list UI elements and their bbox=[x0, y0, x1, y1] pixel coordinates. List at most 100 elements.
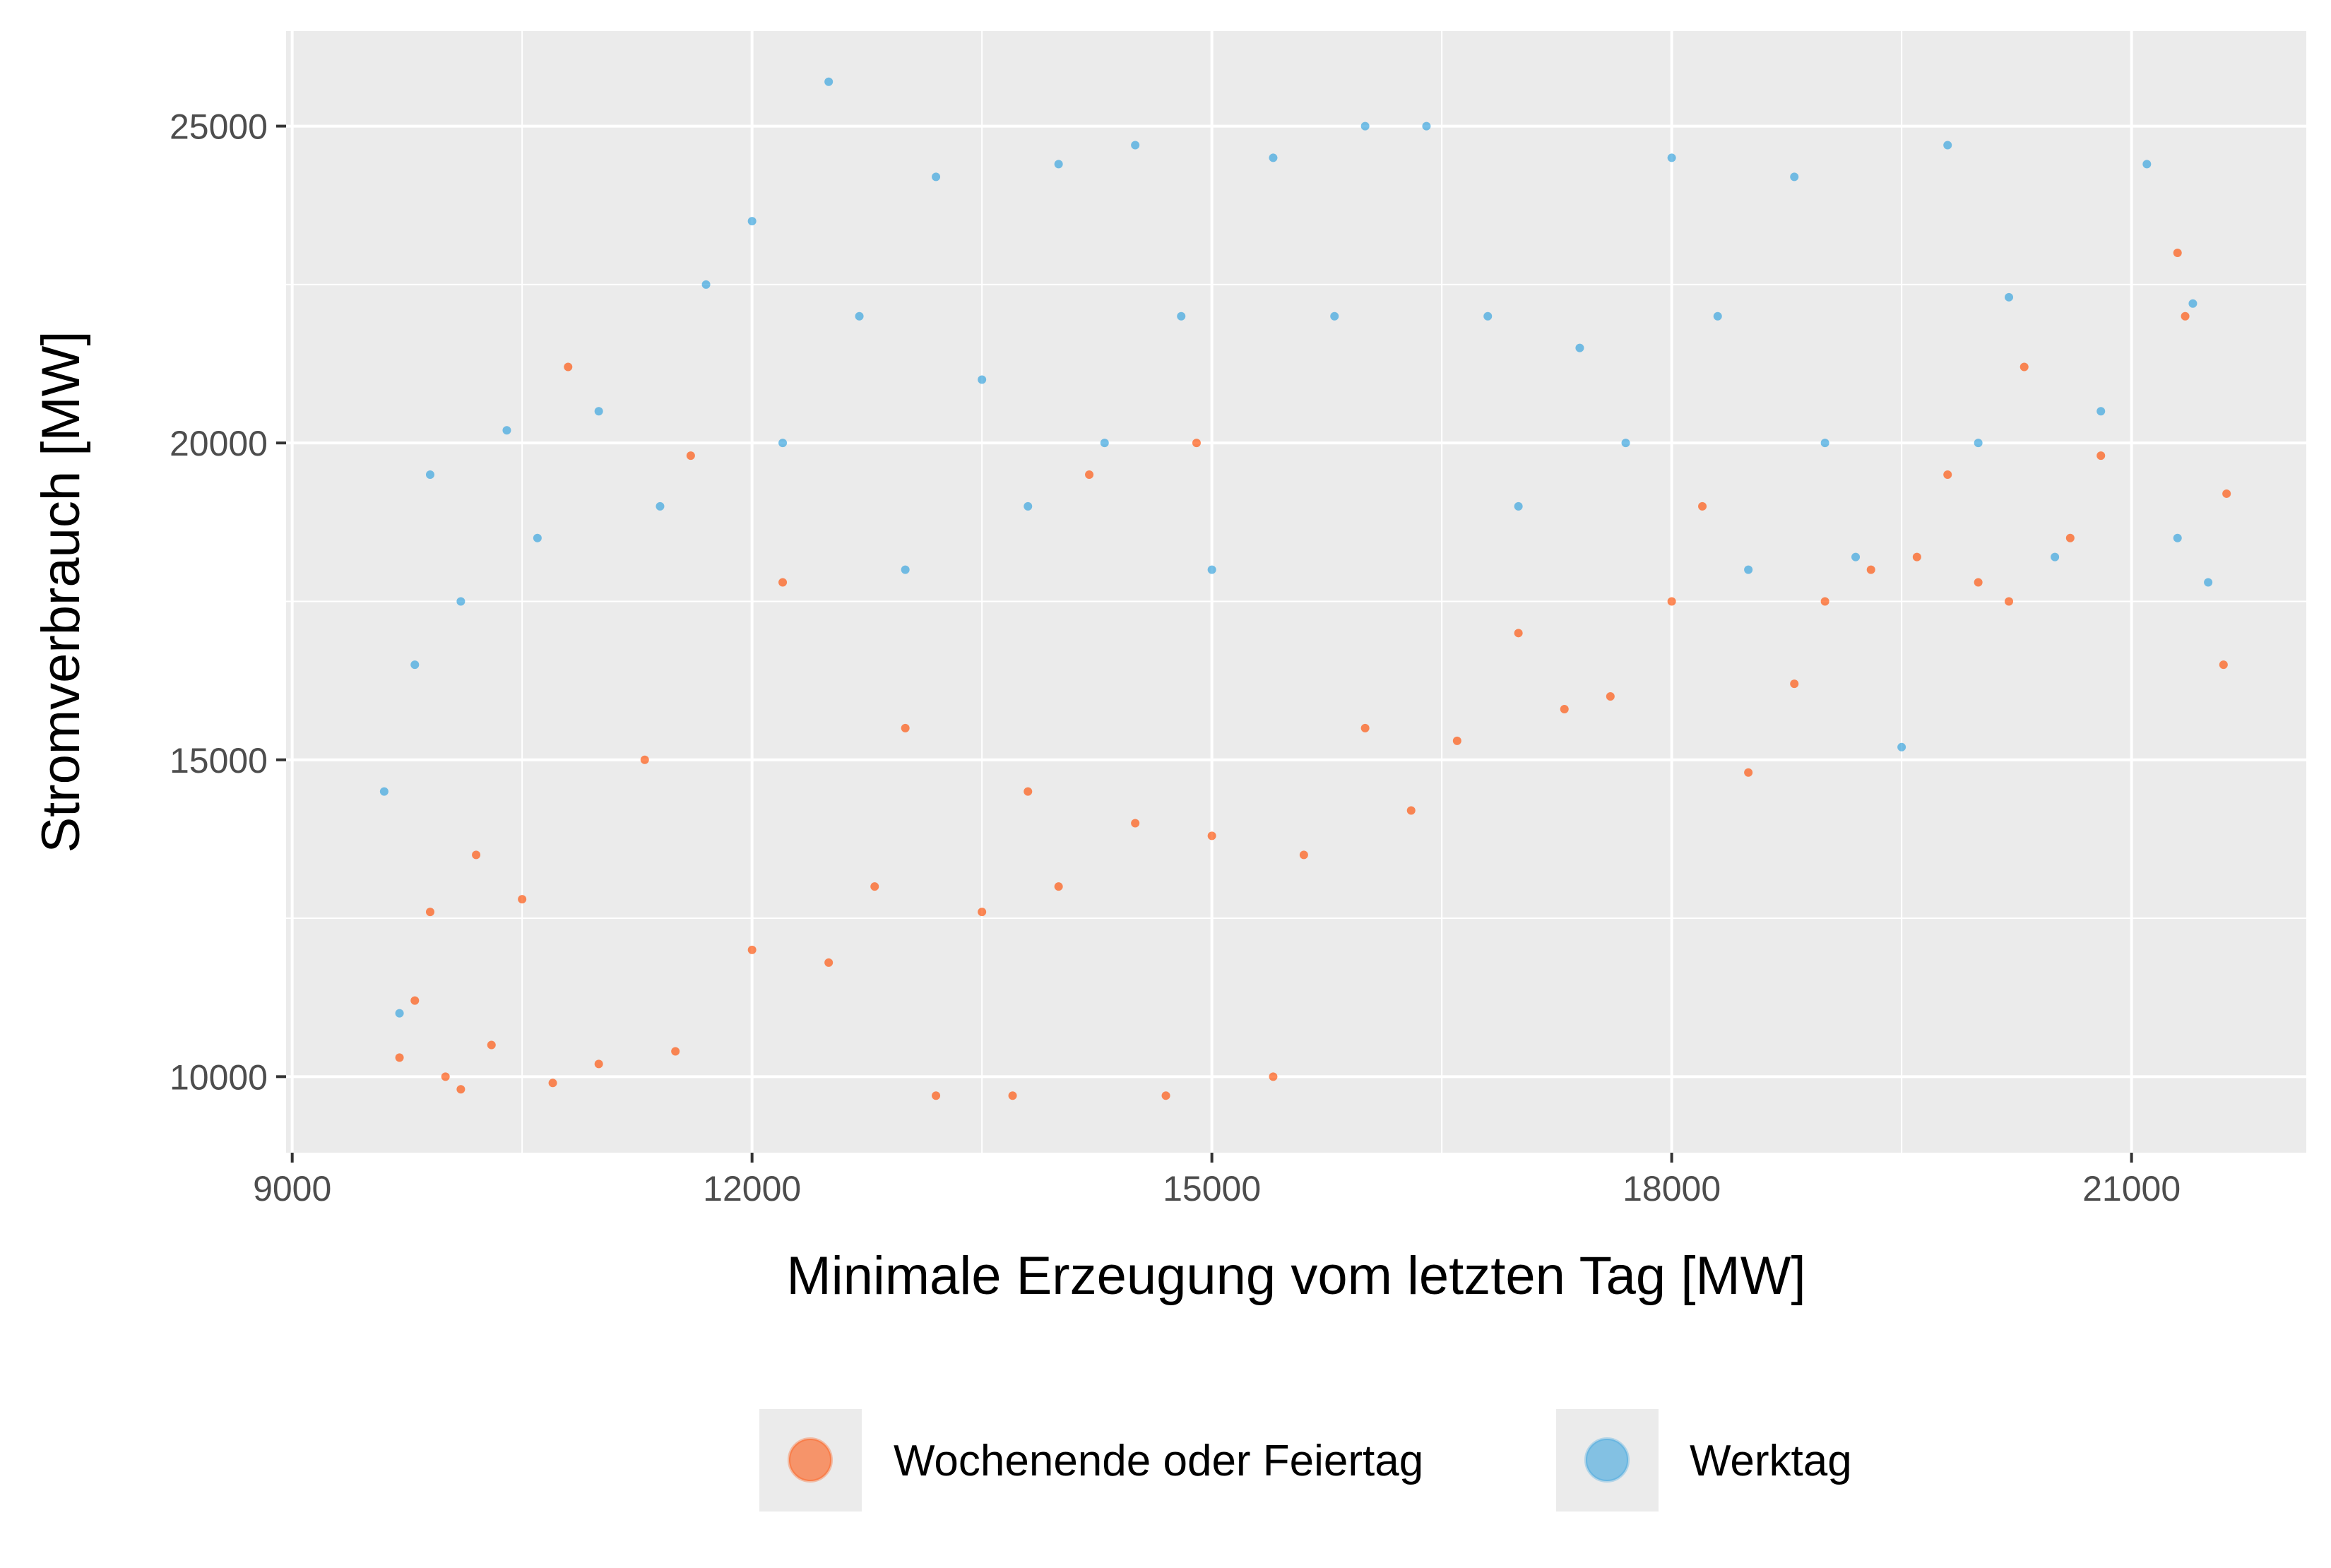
data-point bbox=[1820, 439, 1829, 448]
data-point bbox=[978, 375, 987, 384]
data-point bbox=[425, 908, 434, 917]
data-point bbox=[1024, 787, 1033, 796]
data-point bbox=[533, 533, 542, 542]
data-point bbox=[1514, 501, 1523, 511]
data-point bbox=[1790, 679, 1799, 689]
data-point bbox=[778, 439, 788, 448]
data-point bbox=[1514, 629, 1523, 638]
data-point bbox=[1085, 470, 1094, 480]
series-points bbox=[395, 249, 2231, 1100]
x-axis-title: Minimale Erzeugung vom letzten Tag [MW] bbox=[786, 1246, 1805, 1306]
data-point bbox=[441, 1072, 450, 1081]
data-point bbox=[1974, 578, 1983, 587]
legend-swatch-weekend bbox=[788, 1437, 833, 1483]
legend-label-workday: Werktag bbox=[1690, 1437, 1852, 1485]
data-point bbox=[870, 882, 879, 891]
legend-swatch-workday bbox=[1584, 1437, 1630, 1483]
data-point bbox=[901, 723, 910, 732]
data-point bbox=[502, 426, 511, 435]
data-point bbox=[1974, 439, 1983, 448]
x-tick-label: 15000 bbox=[1163, 1169, 1261, 1208]
x-tick-label: 9000 bbox=[253, 1169, 331, 1208]
data-point bbox=[1422, 121, 1431, 131]
y-axis-title: Stromverbrauch [MW] bbox=[31, 331, 91, 853]
data-point bbox=[778, 578, 788, 587]
data-point bbox=[2188, 299, 2197, 308]
data-point bbox=[2051, 552, 2060, 562]
data-point bbox=[1024, 501, 1033, 511]
data-point bbox=[1207, 831, 1216, 841]
data-point bbox=[1360, 723, 1370, 732]
data-point bbox=[379, 787, 389, 796]
data-point bbox=[1912, 552, 1921, 562]
data-point bbox=[456, 1085, 465, 1094]
data-point bbox=[1897, 742, 1906, 752]
data-point bbox=[395, 1009, 404, 1018]
data-point bbox=[487, 1040, 496, 1050]
data-point bbox=[1269, 1072, 1278, 1081]
data-point bbox=[1100, 439, 1109, 448]
data-point bbox=[932, 172, 941, 182]
y-tick-label: 10000 bbox=[170, 1057, 268, 1097]
major-grid bbox=[286, 31, 2306, 1153]
data-point bbox=[1698, 501, 1707, 511]
data-point bbox=[594, 1059, 603, 1069]
data-point bbox=[824, 958, 834, 967]
data-point bbox=[2204, 578, 2213, 587]
data-point bbox=[1406, 806, 1416, 815]
legend: Wochenende oder Feiertag Werktag bbox=[759, 1409, 1852, 1511]
data-point bbox=[410, 660, 420, 670]
data-point bbox=[1621, 439, 1630, 448]
data-point bbox=[410, 996, 420, 1005]
data-point bbox=[2173, 249, 2182, 258]
data-point bbox=[1192, 439, 1201, 448]
data-point bbox=[2219, 660, 2228, 670]
data-point bbox=[2181, 311, 2190, 321]
data-point bbox=[686, 451, 695, 461]
data-point bbox=[2173, 533, 2182, 542]
data-point bbox=[2065, 533, 2075, 542]
data-point bbox=[978, 908, 987, 917]
minor-grid bbox=[286, 31, 2306, 1153]
data-point bbox=[2096, 407, 2106, 416]
data-point bbox=[671, 1047, 680, 1056]
data-point bbox=[2019, 362, 2029, 372]
x-tick-label: 18000 bbox=[1623, 1169, 1721, 1208]
data-point bbox=[425, 470, 434, 480]
data-point bbox=[1452, 736, 1461, 745]
y-tick-label: 15000 bbox=[170, 741, 268, 780]
data-point bbox=[1713, 311, 1722, 321]
data-point bbox=[1744, 565, 1753, 574]
data-point bbox=[564, 362, 573, 372]
data-point bbox=[1851, 552, 1861, 562]
data-point bbox=[1177, 311, 1186, 321]
data-point bbox=[1330, 311, 1339, 321]
y-tick-label: 20000 bbox=[170, 424, 268, 463]
data-point bbox=[1744, 768, 1753, 777]
x-axis: 9000 12000 15000 18000 21000 bbox=[253, 1153, 2181, 1208]
data-point bbox=[2222, 489, 2231, 498]
data-point bbox=[1161, 1091, 1170, 1100]
data-point bbox=[472, 850, 481, 860]
data-point bbox=[932, 1091, 941, 1100]
data-point bbox=[1790, 172, 1799, 182]
y-tick-label: 25000 bbox=[170, 107, 268, 147]
data-point bbox=[1483, 311, 1493, 321]
data-point bbox=[1360, 121, 1370, 131]
legend-label-weekend: Wochenende oder Feiertag bbox=[894, 1437, 1423, 1485]
data-point bbox=[1131, 819, 1140, 828]
data-point bbox=[747, 945, 757, 954]
data-points bbox=[379, 77, 2231, 1100]
data-point bbox=[747, 217, 757, 226]
plot-panel bbox=[286, 31, 2306, 1153]
data-point bbox=[1131, 141, 1140, 150]
data-point bbox=[640, 755, 649, 764]
data-point bbox=[548, 1079, 557, 1088]
data-point bbox=[2096, 451, 2106, 461]
data-point bbox=[456, 597, 465, 606]
data-point bbox=[2005, 292, 2014, 302]
data-point bbox=[1667, 153, 1676, 162]
data-point bbox=[901, 565, 910, 574]
data-point bbox=[1866, 565, 1875, 574]
